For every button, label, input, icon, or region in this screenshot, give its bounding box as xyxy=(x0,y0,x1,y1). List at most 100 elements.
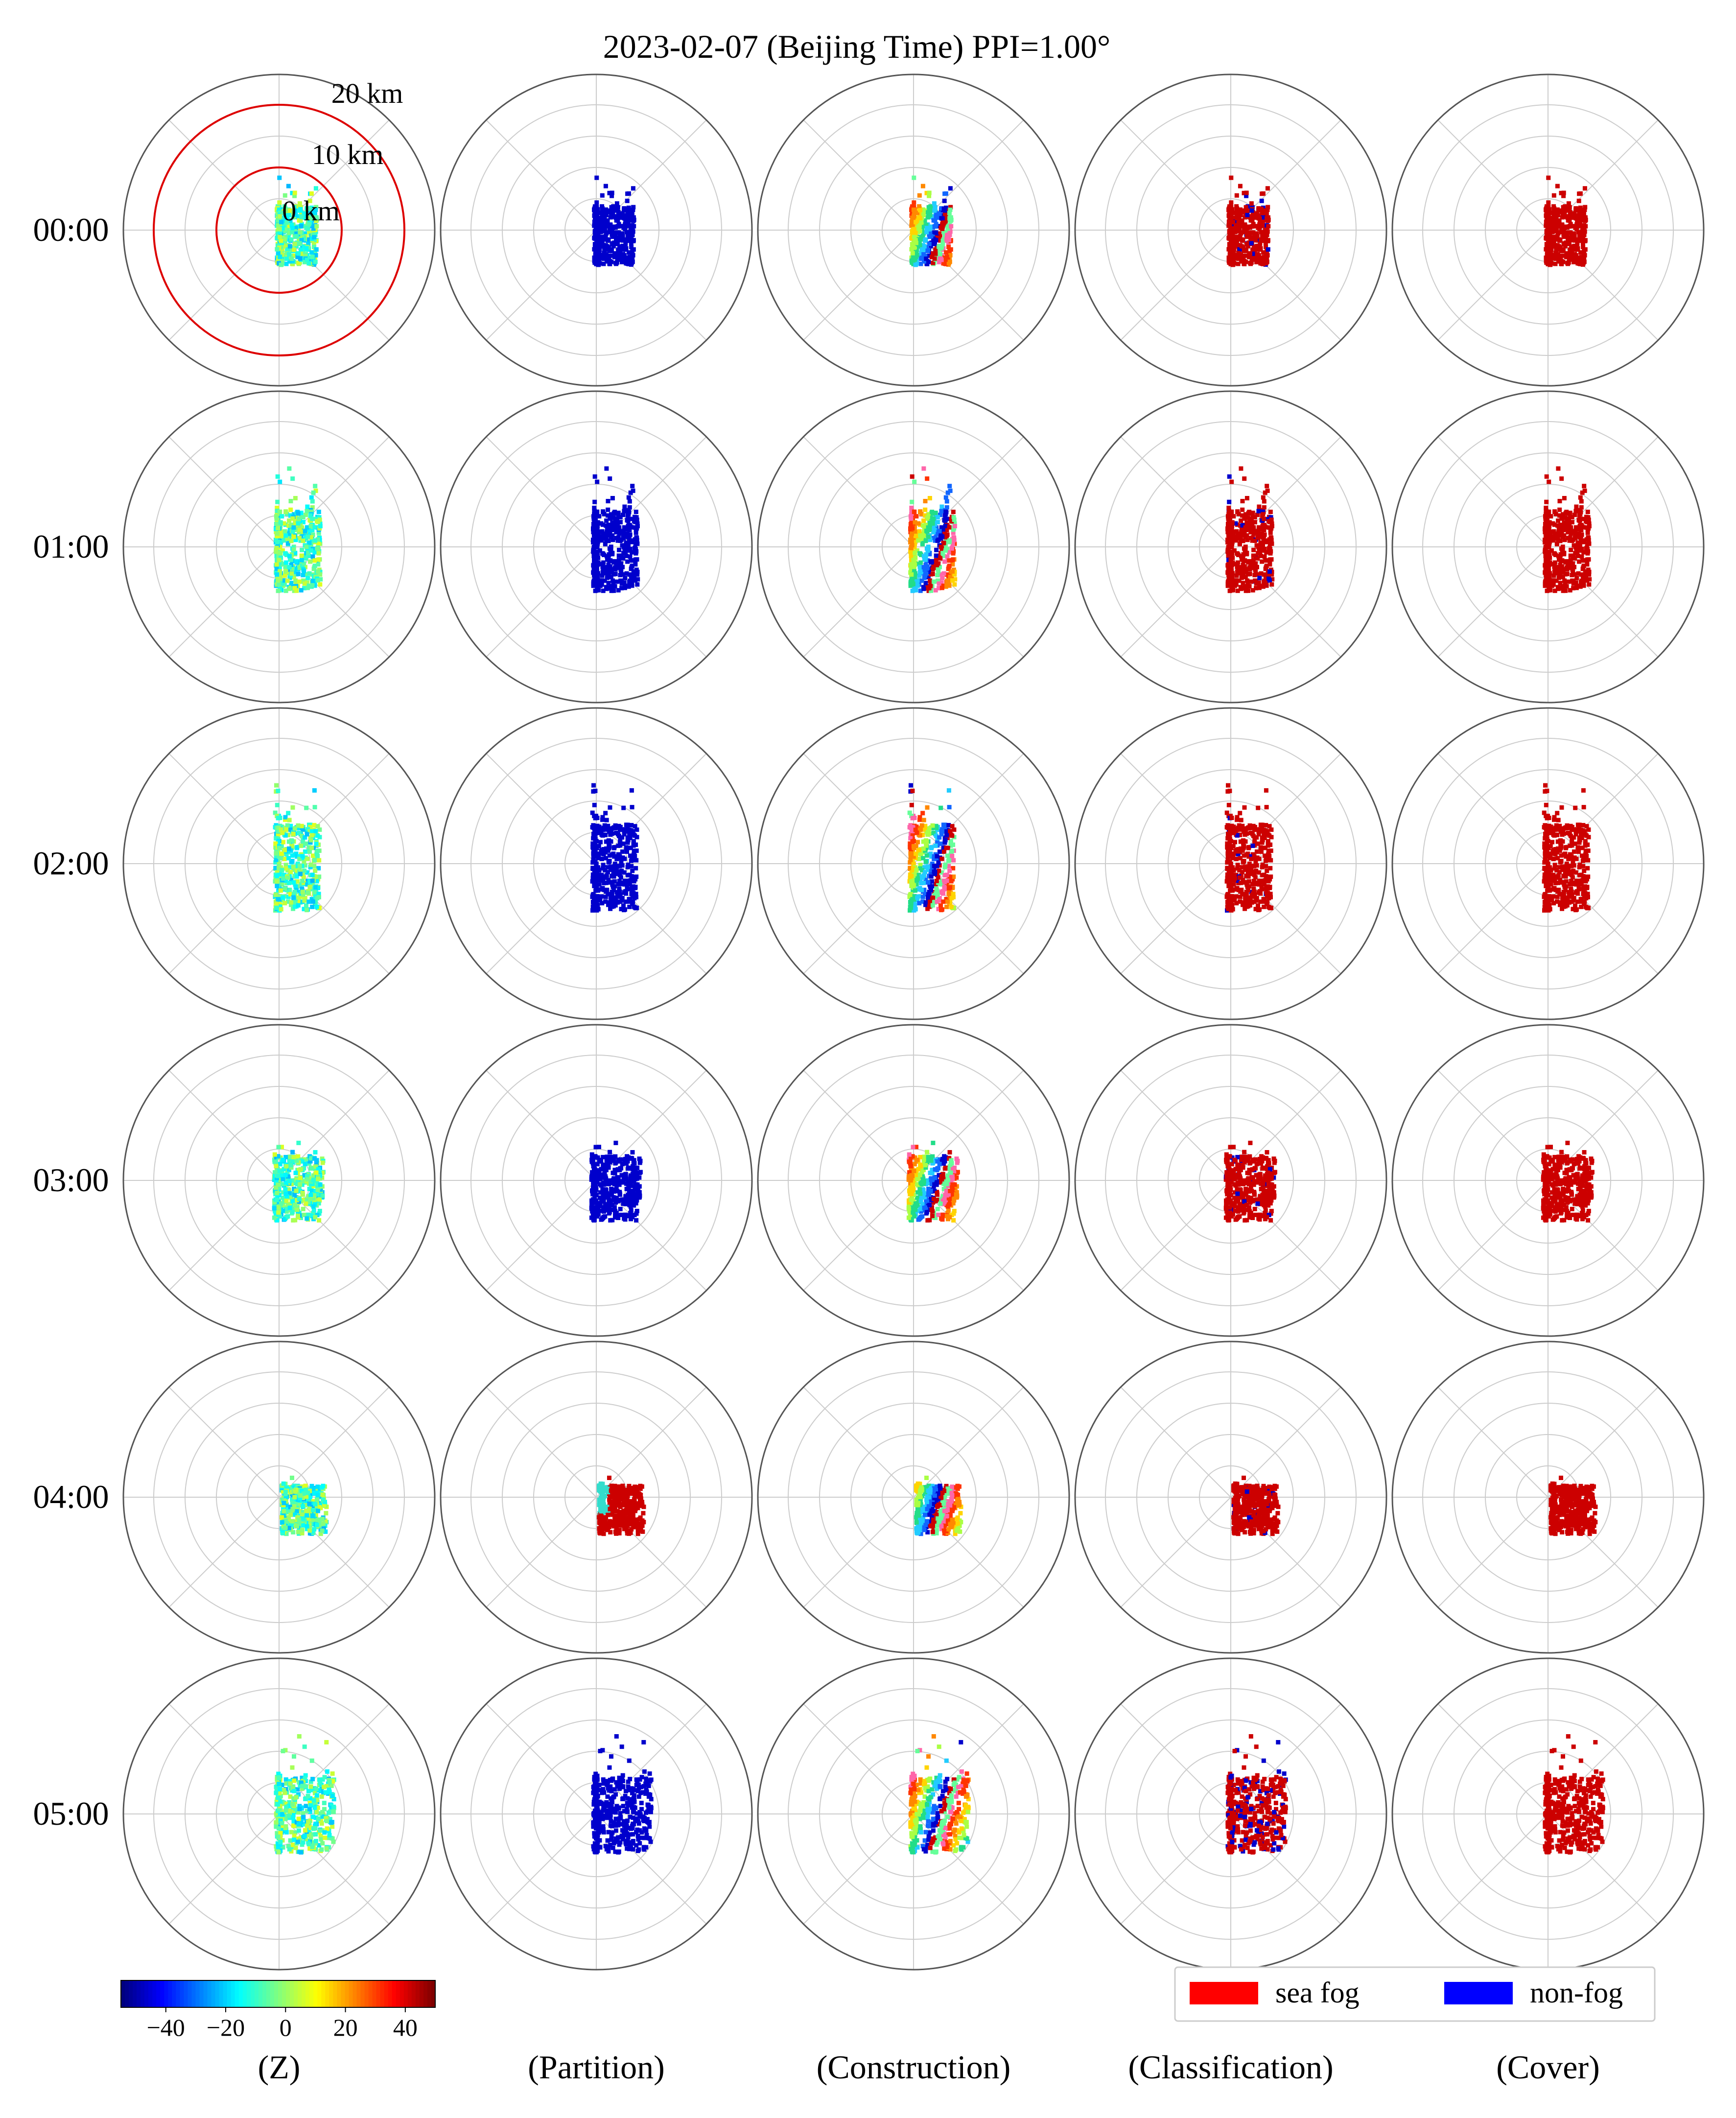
echo-cell xyxy=(924,226,929,231)
echo-cell xyxy=(1577,523,1582,528)
echo-cell xyxy=(1586,526,1591,531)
echo-cell xyxy=(598,211,602,215)
echo-cell xyxy=(1566,516,1571,521)
echo-cell xyxy=(616,238,621,243)
echo-cell xyxy=(283,244,288,249)
echo-cell xyxy=(1579,528,1584,533)
echo-cell xyxy=(602,536,607,541)
echo-cell xyxy=(606,513,610,518)
echo-cell xyxy=(300,890,305,894)
echo-cell xyxy=(1241,256,1246,261)
echo-cell xyxy=(274,516,279,521)
echo-cell xyxy=(1264,581,1269,586)
echo-field xyxy=(274,466,323,593)
echo-cell xyxy=(1247,521,1252,526)
echo-cell xyxy=(292,826,297,831)
echo-cell xyxy=(943,523,948,528)
echo-cell xyxy=(1568,214,1573,219)
echo-cell xyxy=(1568,251,1572,256)
echo-cell xyxy=(934,525,939,530)
echo-cell xyxy=(1257,504,1262,509)
echo-cell xyxy=(936,236,941,241)
echo-cell xyxy=(1560,525,1565,530)
echo-cell xyxy=(1551,237,1556,242)
echo-cell xyxy=(1244,496,1249,500)
echo-cell xyxy=(1579,505,1584,510)
echo-cell xyxy=(610,496,615,500)
echo-cell xyxy=(934,238,938,243)
echo-cell xyxy=(631,215,636,220)
echo-cell xyxy=(612,879,617,884)
echo-cell xyxy=(1547,479,1551,484)
echo-cell xyxy=(633,530,638,535)
echo-cell xyxy=(1232,211,1237,215)
echo-cell xyxy=(275,540,280,544)
echo-cell xyxy=(314,879,319,884)
echo-cell xyxy=(317,526,322,531)
echo-cell xyxy=(616,247,621,252)
echo-cell xyxy=(597,882,602,887)
echo-cell xyxy=(306,261,311,266)
echo-cell xyxy=(606,892,610,896)
echo-cell xyxy=(308,862,313,867)
echo-cell xyxy=(282,529,287,534)
echo-cell xyxy=(1568,511,1572,515)
echo-cell xyxy=(300,878,305,883)
echo-cell xyxy=(282,847,287,852)
panel-frame xyxy=(1074,73,1387,387)
echo-cell xyxy=(950,557,955,562)
echo-cell xyxy=(1257,576,1262,581)
echo-cell xyxy=(317,894,321,899)
echo-cell xyxy=(1549,581,1554,586)
echo-cell xyxy=(1587,572,1592,577)
echo-cell xyxy=(276,839,281,844)
echo-cell xyxy=(607,223,611,228)
echo-cell xyxy=(312,788,317,793)
echo-cell xyxy=(302,553,307,558)
echo-cell xyxy=(620,863,625,868)
echo-cell xyxy=(622,206,627,211)
echo-cell xyxy=(306,551,311,556)
echo-cell xyxy=(1556,244,1561,249)
echo-cell xyxy=(299,247,304,252)
echo-cell xyxy=(1555,184,1560,188)
echo-cell xyxy=(625,513,630,518)
echo-cell xyxy=(1550,223,1555,228)
echo-cell xyxy=(618,840,623,845)
echo-cell xyxy=(315,853,320,858)
echo-cell xyxy=(1562,538,1567,542)
echo-cell xyxy=(933,218,938,223)
echo-cell xyxy=(297,856,302,861)
echo-cell xyxy=(1567,522,1572,527)
echo-cell xyxy=(1256,525,1261,530)
echo-cell xyxy=(1557,507,1562,512)
echo-cell xyxy=(601,878,606,883)
echo-cell xyxy=(291,895,296,900)
echo-cell xyxy=(294,516,299,520)
echo-cell xyxy=(1226,511,1231,516)
echo-cell xyxy=(1231,220,1236,225)
echo-cell xyxy=(1563,588,1568,593)
echo-cell xyxy=(593,553,598,558)
echo-cell xyxy=(312,211,317,215)
echo-cell xyxy=(939,580,944,585)
echo-cell xyxy=(1267,578,1272,583)
echo-cell xyxy=(318,577,323,582)
echo-cell xyxy=(312,550,317,555)
echo-cell xyxy=(1240,499,1245,503)
echo-cell xyxy=(1228,553,1233,558)
echo-cell xyxy=(310,853,315,858)
echo-cell xyxy=(619,869,624,873)
echo-cell xyxy=(299,844,304,848)
echo-cell xyxy=(299,558,304,563)
echo-cell xyxy=(919,578,924,583)
echo-cell xyxy=(1270,577,1275,582)
echo-cell xyxy=(613,511,618,516)
echo-cell xyxy=(300,886,305,891)
echo-cell xyxy=(914,529,919,534)
echo-cell xyxy=(1547,545,1551,550)
echo-cell xyxy=(1585,541,1590,546)
echo-cell xyxy=(278,816,282,820)
echo-cell xyxy=(612,255,617,259)
echo-cell xyxy=(620,849,625,854)
